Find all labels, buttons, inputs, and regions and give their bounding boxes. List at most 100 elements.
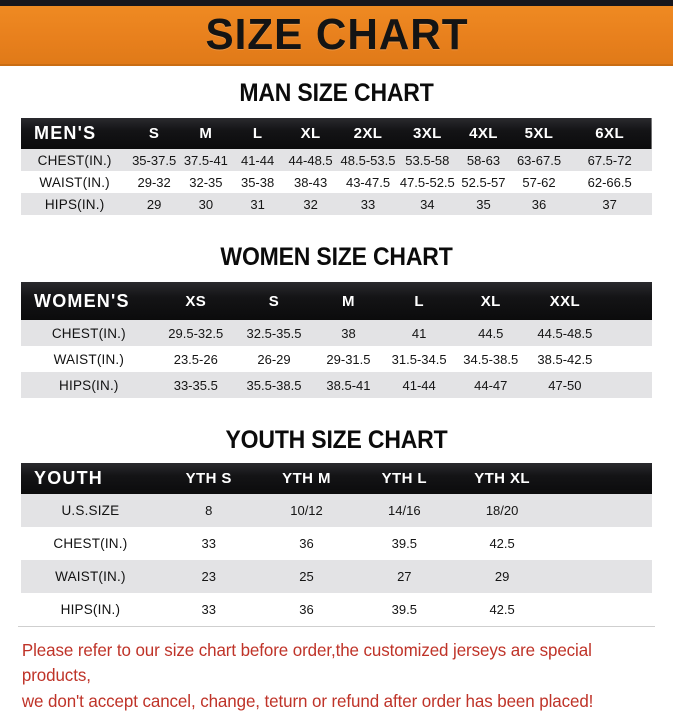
man-hips-2xl: 33 [338,193,399,215]
women-waist-spacer [603,346,652,372]
youth-col-header-spacer [551,463,652,494]
youth-col-header-m: YTH M [258,463,356,494]
women-hips-spacer [603,372,652,398]
table-row: U.S.SIZE 8 10/12 14/16 18/20 [21,494,652,527]
women-waist-xs: 23.5-26 [157,346,235,372]
man-chest-s: 35-37.5 [128,149,180,171]
page-title: SIZE CHART [205,13,468,57]
man-chest-m: 37.5-41 [180,149,232,171]
women-hips-l: 41-44 [384,372,455,398]
women-table-wrap: WOMEN'S XS S M L XL XXL CHEST(IN.) 29.5-… [21,282,652,398]
table-row: CHEST(IN.) 35-37.5 37.5-41 41-44 44-48.5… [21,149,652,171]
youth-size-table: YOUTH YTH S YTH M YTH L YTH XL U.S.SIZE … [21,463,652,626]
man-size-chart-section: MAN SIZE CHART MEN'S S M L XL 2XL 3XL 4X… [0,66,673,215]
youth-ussize-m: 10/12 [258,494,356,527]
women-col-header-m: M [313,282,384,320]
women-chest-xl: 44.5 [454,320,527,346]
table-row: HIPS(IN.) 33 36 39.5 42.5 [21,593,652,626]
note-line-2: we don't accept cancel, change, teturn o… [18,689,636,714]
man-col-header-6xl: 6XL [567,118,652,149]
women-size-table: WOMEN'S XS S M L XL XXL CHEST(IN.) 29.5-… [21,282,652,398]
youth-ussize-l: 14/16 [355,494,453,527]
women-chest-l: 41 [384,320,455,346]
man-chest-6xl: 67.5-72 [567,149,652,171]
youth-hips-s: 33 [160,593,258,626]
youth-table-wrap: YOUTH YTH S YTH M YTH L YTH XL U.S.SIZE … [21,463,652,626]
man-corner-label: MEN'S [21,118,128,149]
man-waist-2xl: 43-47.5 [338,171,399,193]
man-hips-s: 29 [128,193,180,215]
man-hips-xl: 32 [283,193,337,215]
youth-col-header-l: YTH L [355,463,453,494]
man-col-header-s: S [128,118,180,149]
man-waist-xl: 38-43 [283,171,337,193]
youth-chest-l: 39.5 [355,527,453,560]
man-chest-5xl: 63-67.5 [511,149,568,171]
women-waist-l: 31.5-34.5 [384,346,455,372]
man-chest-xl: 44-48.5 [283,149,337,171]
youth-chest-s: 33 [160,527,258,560]
women-hips-s: 35.5-38.5 [235,372,313,398]
table-row: WAIST(IN.) 29-32 32-35 35-38 38-43 43-47… [21,171,652,193]
youth-ussize-spacer [551,494,652,527]
man-col-header-l: L [232,118,284,149]
man-col-header-4xl: 4XL [456,118,510,149]
youth-col-header-s: YTH S [160,463,258,494]
man-waist-m: 32-35 [180,171,232,193]
youth-hips-l: 39.5 [355,593,453,626]
youth-row-label-hips: HIPS(IN.) [21,593,160,626]
man-waist-3xl: 47.5-52.5 [398,171,456,193]
man-row-label-waist: WAIST(IN.) [21,171,128,193]
man-row-label-hips: HIPS(IN.) [21,193,128,215]
table-row: CHEST(IN.) 29.5-32.5 32.5-35.5 38 41 44.… [21,320,652,346]
man-row-label-chest: CHEST(IN.) [21,149,128,171]
youth-hips-spacer [551,593,652,626]
women-section-title: WOMEN SIZE CHART [27,243,646,272]
man-hips-l: 31 [232,193,284,215]
man-waist-s: 29-32 [128,171,180,193]
youth-waist-m: 25 [258,560,356,593]
women-col-header-l: L [384,282,455,320]
youth-ussize-s: 8 [160,494,258,527]
youth-corner-label: YOUTH [21,463,160,494]
women-col-header-xs: XS [157,282,235,320]
man-waist-l: 35-38 [232,171,284,193]
women-col-header-s: S [235,282,313,320]
youth-row-label-us-size: U.S.SIZE [21,494,160,527]
women-row-label-hips: HIPS(IN.) [21,372,157,398]
women-corner-label: WOMEN'S [21,282,157,320]
youth-section-title: YOUTH SIZE CHART [27,426,646,455]
women-col-header-xxl: XXL [527,282,603,320]
man-col-header-2xl: 2XL [338,118,399,149]
man-hips-6xl: 37 [567,193,652,215]
table-row: WAIST(IN.) 23 25 27 29 [21,560,652,593]
table-row: CHEST(IN.) 33 36 39.5 42.5 [21,527,652,560]
man-col-header-xl: XL [283,118,337,149]
women-waist-m: 29-31.5 [313,346,384,372]
man-col-header-3xl: 3XL [398,118,456,149]
youth-size-chart-section: YOUTH SIZE CHART YOUTH YTH S YTH M YTH L… [0,412,673,626]
women-waist-s: 26-29 [235,346,313,372]
women-chest-spacer [603,320,652,346]
table-row: HIPS(IN.) 33-35.5 35.5-38.5 38.5-41 41-4… [21,372,652,398]
youth-row-label-chest: CHEST(IN.) [21,527,160,560]
women-size-chart-section: WOMEN SIZE CHART WOMEN'S XS S M L XL XXL [0,229,673,398]
man-chest-3xl: 53.5-58 [398,149,456,171]
women-hips-m: 38.5-41 [313,372,384,398]
youth-waist-l: 27 [355,560,453,593]
women-row-label-chest: CHEST(IN.) [21,320,157,346]
youth-table-header-row: YOUTH YTH S YTH M YTH L YTH XL [21,463,652,494]
youth-waist-spacer [551,560,652,593]
order-policy-note: Please refer to our size chart before or… [18,626,655,714]
youth-col-header-xl: YTH XL [453,463,551,494]
man-section-title: MAN SIZE CHART [27,79,646,108]
man-hips-3xl: 34 [398,193,456,215]
youth-chest-xl: 42.5 [453,527,551,560]
women-chest-xxl: 44.5-48.5 [527,320,603,346]
women-waist-xl: 34.5-38.5 [454,346,527,372]
women-col-header-spacer [603,282,652,320]
youth-hips-xl: 42.5 [453,593,551,626]
women-hips-xxl: 47-50 [527,372,603,398]
man-table-wrap: MEN'S S M L XL 2XL 3XL 4XL 5XL 6XL CHEST… [21,118,652,215]
man-waist-5xl: 57-62 [511,171,568,193]
